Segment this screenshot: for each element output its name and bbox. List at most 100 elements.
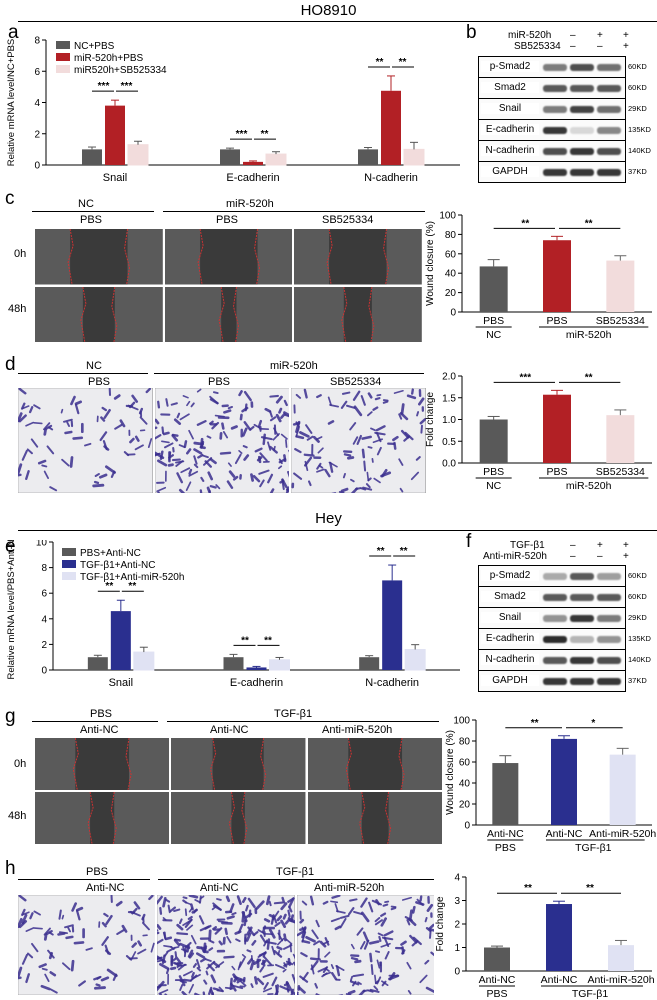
x-category-label: PBS: [546, 466, 567, 478]
x-category-label: PBS: [483, 466, 504, 478]
stained-cell: [119, 419, 126, 428]
stained-cell: [274, 901, 284, 905]
significance-marker: **: [261, 129, 269, 140]
transwell-micrograph: [291, 388, 426, 493]
legend-label: TGF-β1+Anti-NC: [80, 560, 155, 571]
bar: [382, 580, 403, 670]
stained-cell: [355, 487, 362, 491]
stained-cell: [295, 435, 305, 440]
stained-cell: [272, 433, 280, 441]
x-group-label: miR-520h: [566, 329, 612, 341]
stained-cell: [73, 941, 85, 945]
stained-cell: [287, 909, 291, 918]
stained-cell: [372, 406, 379, 411]
blot-row: Smad2 60KD: [478, 586, 657, 608]
blot-band: [570, 63, 594, 71]
significance-marker: **: [524, 883, 532, 894]
stained-cell: [266, 938, 271, 950]
bar: [358, 149, 378, 165]
stained-cell: [18, 966, 23, 978]
stained-cell: [189, 952, 195, 959]
stained-cell: [293, 953, 295, 958]
stained-cell: [167, 454, 174, 459]
blot-kd-label: 29KD: [628, 104, 647, 113]
stained-cell: [227, 462, 232, 467]
stained-cell: [284, 439, 288, 448]
stained-cell: [248, 897, 256, 908]
y-tick-label: 8: [41, 563, 47, 574]
stained-cell: [102, 440, 108, 451]
stained-cell: [202, 991, 206, 995]
chart-panel-d: 0.0 0.5 1.0 1.5 2.0 Fold change PBS PBS SB525334…: [425, 372, 652, 492]
panel-label-g: g: [5, 706, 16, 727]
transwell-image-grid-h: [18, 895, 434, 995]
stained-cell: [223, 955, 236, 959]
stained-cell: [257, 419, 262, 428]
significance-marker: ***: [98, 81, 110, 92]
stained-cell: [359, 897, 368, 908]
stained-cell: [334, 903, 339, 913]
group-label-right: TGF-β1: [276, 866, 315, 878]
bar: [546, 904, 572, 971]
bar: [110, 611, 131, 670]
cell-monolayer: [257, 229, 293, 285]
stained-cell: [142, 921, 150, 931]
stained-cell: [25, 470, 30, 481]
stained-cell: [205, 970, 209, 976]
column-label: SB525334: [322, 214, 374, 226]
blot-protein-label: N-cadherin: [481, 654, 539, 665]
legend-label: PBS+Anti-NC: [80, 548, 141, 559]
blot-band: [570, 168, 594, 176]
y-tick-label: 2: [41, 640, 47, 651]
legend-label: miR-520h+PBS: [74, 53, 144, 64]
stained-cell: [46, 445, 55, 455]
transwell-micrograph: [18, 895, 156, 995]
bar: [82, 149, 102, 165]
y-tick-label: 2.0: [442, 372, 456, 383]
stained-cell: [62, 962, 71, 971]
stained-cell: [178, 488, 185, 493]
stained-cell: [230, 425, 238, 430]
stained-cell: [269, 416, 276, 422]
wound-healing-micrograph: [35, 738, 170, 790]
stained-cell: [159, 962, 170, 970]
stained-cell: [21, 953, 29, 965]
stained-cell: [352, 910, 363, 916]
stained-cell: [330, 972, 337, 981]
stained-cell: [74, 403, 80, 415]
column-label: SB525334: [330, 376, 382, 388]
stained-cell: [243, 390, 252, 402]
blot-row: N-cadherin 140KD: [478, 140, 657, 162]
stained-cell: [398, 413, 403, 420]
stained-cell: [287, 449, 290, 454]
stained-cell: [72, 436, 84, 440]
stained-cell: [229, 903, 235, 914]
stained-cell: [367, 446, 373, 449]
wound-healing-micrograph: [171, 792, 306, 844]
stained-cell: [362, 931, 369, 943]
x-category-label: Anti-miR-520h: [589, 828, 656, 840]
stained-cell: [216, 989, 225, 993]
stained-cell: [93, 480, 100, 485]
x-category-label: Snail: [103, 172, 127, 184]
stained-cell: [242, 454, 249, 461]
stained-cell: [192, 455, 198, 465]
significance-marker: **: [585, 218, 593, 229]
stained-cell: [264, 407, 271, 413]
y-tick-label: 6: [41, 589, 47, 600]
bar: [551, 738, 577, 825]
stained-cell: [61, 458, 70, 467]
stained-cell: [18, 414, 27, 423]
stained-cell: [159, 450, 164, 461]
stained-cell: [199, 476, 205, 482]
blot-kd-label: 29KD: [628, 613, 647, 622]
stained-cell: [188, 895, 199, 899]
blot-row: p-Smad2 60KD: [478, 565, 657, 587]
stained-cell: [359, 940, 366, 950]
stained-cell: [175, 472, 183, 484]
x-category-label: E-cadherin: [226, 172, 279, 184]
stained-cell: [181, 990, 188, 995]
stained-cell: [258, 479, 265, 488]
wound-edge-line: [345, 738, 352, 790]
stained-cell: [137, 940, 142, 947]
